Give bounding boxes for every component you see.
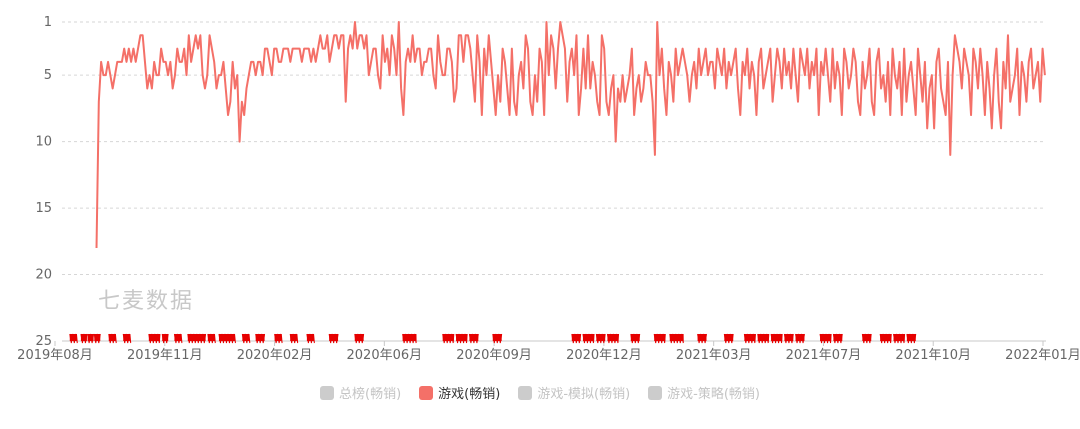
bottom-marker — [697, 333, 707, 344]
bottom-marker — [595, 333, 606, 344]
bottom-marker — [606, 333, 620, 344]
x-tick-label: 2019年08月 — [17, 348, 93, 363]
x-tick-label: 2020年09月 — [456, 348, 532, 363]
bottom-marker — [218, 333, 236, 344]
x-tick-label: 2021年03月 — [676, 348, 752, 363]
legend-item[interactable]: 游戏(畅销) — [419, 383, 500, 402]
bottom-marker — [455, 333, 468, 344]
bottom-marker — [255, 333, 266, 344]
bottom-marker — [757, 333, 770, 344]
bottom-marker — [161, 333, 169, 344]
x-tick-label: 2020年02月 — [237, 348, 313, 363]
legend-swatch — [320, 385, 334, 400]
x-tick-label: 2021年07月 — [786, 348, 862, 363]
bottom-marker — [122, 333, 132, 344]
x-tick-label: 2021年10月 — [895, 348, 971, 363]
bottom-marker — [571, 333, 582, 344]
y-tick-label: 20 — [35, 268, 52, 283]
y-tick-label: 1 — [44, 15, 52, 30]
bottom-markers — [69, 333, 917, 344]
bottom-marker — [770, 333, 783, 344]
bottom-marker — [402, 333, 417, 344]
bottom-marker — [723, 333, 734, 344]
legend-label: 总榜(畅销) — [339, 387, 402, 402]
x-tick-label: 2020年06月 — [347, 348, 423, 363]
x-axis: 2019年08月 2019年11月 2020年02月 2020年06月 2020年09月… — [17, 341, 1080, 363]
bottom-marker — [289, 333, 299, 344]
bottom-marker — [187, 333, 207, 344]
y-tick-label: 25 — [35, 334, 52, 349]
legend-swatch — [518, 385, 533, 400]
bottom-marker — [783, 333, 794, 344]
bottom-marker — [87, 333, 95, 344]
bottom-marker — [743, 333, 756, 344]
bottom-marker — [893, 333, 906, 344]
bottom-marker — [241, 333, 251, 344]
bottom-marker — [653, 333, 666, 344]
bottom-marker — [354, 333, 365, 344]
bottom-marker — [906, 333, 917, 344]
legend-label: 游戏-模拟(畅销) — [537, 387, 631, 402]
bottom-marker — [492, 333, 503, 344]
bottom-marker — [832, 333, 843, 344]
bottom-marker — [861, 333, 872, 344]
watermark: 七麦数据 — [98, 289, 194, 314]
legend-swatch — [648, 385, 663, 400]
legend-label: 游戏-策略(畅销) — [667, 387, 760, 402]
bottom-marker — [274, 333, 283, 344]
legend-item[interactable]: 游戏-模拟(畅销) — [518, 383, 630, 402]
series-line-game-grossing — [95, 21, 1046, 248]
y-tick-label: 10 — [35, 135, 52, 150]
bottom-marker — [328, 333, 339, 344]
bottom-marker — [93, 333, 101, 344]
bottom-marker — [306, 333, 315, 344]
bottom-marker — [819, 333, 832, 344]
bottom-marker — [108, 333, 117, 344]
bottom-marker — [795, 333, 805, 344]
legend-label: 游戏(畅销) — [438, 387, 501, 402]
series-layer — [95, 21, 1046, 248]
bottom-marker — [442, 333, 455, 344]
bottom-marker — [148, 333, 161, 344]
x-tick-label: 2022年01月 — [1005, 348, 1080, 363]
legend-item[interactable]: 游戏-策略(畅销) — [648, 383, 760, 402]
bottom-marker — [879, 333, 892, 344]
y-tick-label: 5 — [44, 68, 52, 83]
bottom-marker — [173, 333, 183, 344]
legend: 总榜(畅销) 游戏(畅销) 游戏-模拟(畅销) 游戏-策略(畅销) — [0, 383, 1080, 402]
bottom-marker — [630, 333, 641, 344]
x-tick-label: 2020年12月 — [566, 348, 642, 363]
bottom-marker — [468, 333, 479, 344]
legend-item[interactable]: 总榜(畅销) — [320, 383, 401, 402]
legend-swatch — [419, 385, 434, 400]
x-tick-label: 2019年11月 — [127, 348, 203, 363]
y-tick-label: 15 — [35, 201, 52, 216]
bottom-marker — [669, 333, 684, 344]
bottom-marker — [69, 333, 78, 344]
bottom-marker — [80, 333, 88, 344]
bottom-marker — [207, 333, 216, 344]
bottom-marker — [582, 333, 595, 344]
